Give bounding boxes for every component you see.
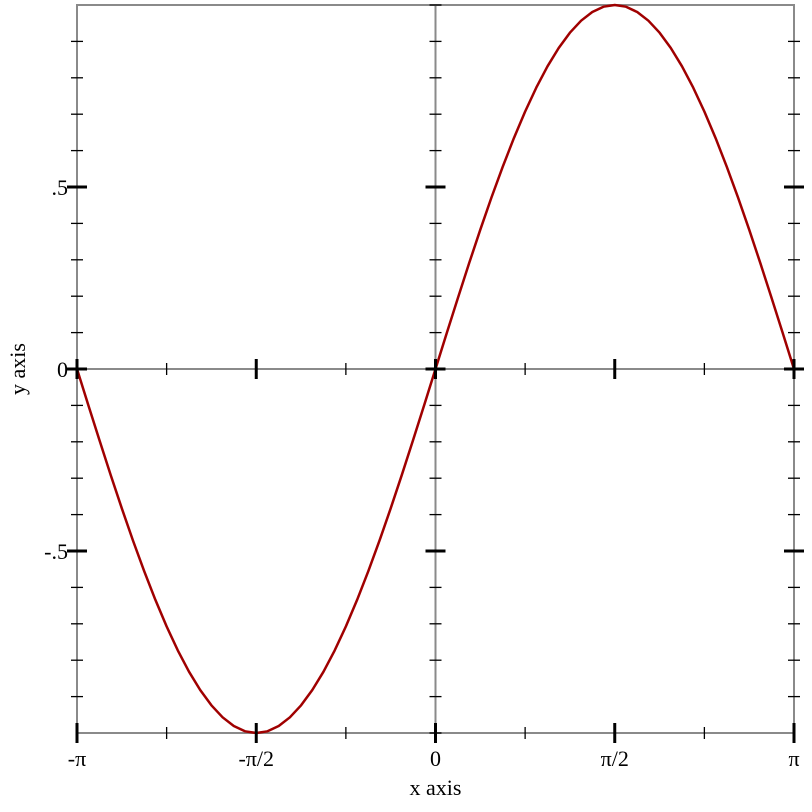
x-axis-title: x axis [410,775,462,800]
x-tick-label: -π [68,746,86,771]
y-tick-label: 0 [57,357,68,382]
generated-plot-elements: -π -π/2 0 π/2 π .5 0 -.5 [44,3,804,771]
x-tick-label: 0 [430,746,441,771]
y-tick-label: -.5 [44,539,68,564]
x-tick-label: -π/2 [238,746,274,771]
y-tick-label: .5 [52,175,69,200]
x-tick-label: π/2 [601,746,629,771]
x-tick-label: π [788,746,799,771]
y-axis-title: y axis [5,343,30,395]
